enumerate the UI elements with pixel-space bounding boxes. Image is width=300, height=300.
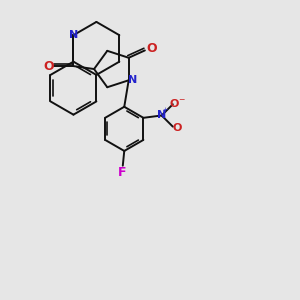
Text: F: F <box>118 166 127 178</box>
Text: O: O <box>43 60 54 73</box>
Text: O: O <box>146 42 157 56</box>
Text: O: O <box>172 123 182 133</box>
Text: O$^{-}$: O$^{-}$ <box>169 97 186 109</box>
Text: N: N <box>69 30 78 40</box>
Text: N: N <box>128 75 137 85</box>
Text: $^+$: $^+$ <box>161 107 169 117</box>
Text: N: N <box>157 110 166 121</box>
